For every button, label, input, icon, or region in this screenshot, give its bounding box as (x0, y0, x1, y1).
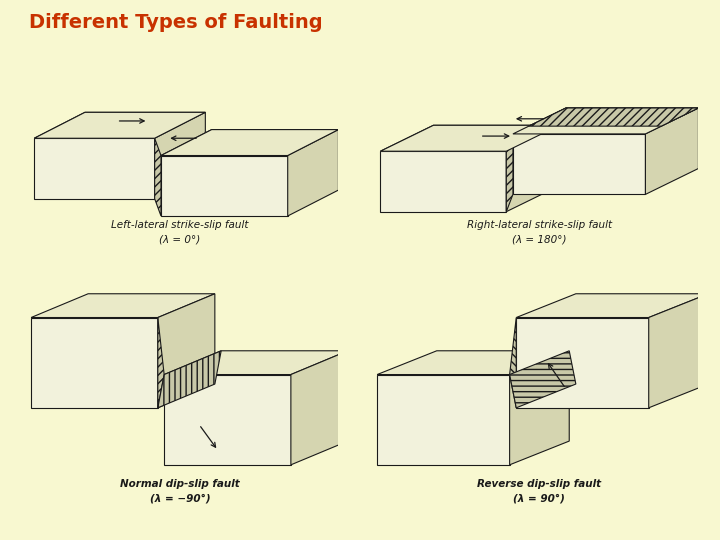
Polygon shape (377, 351, 570, 375)
Polygon shape (645, 108, 698, 194)
Polygon shape (158, 318, 164, 408)
Polygon shape (649, 294, 708, 408)
Polygon shape (380, 125, 559, 151)
Polygon shape (288, 130, 338, 216)
Polygon shape (31, 318, 158, 408)
Polygon shape (161, 156, 288, 216)
Polygon shape (380, 151, 506, 212)
Polygon shape (506, 134, 513, 212)
Polygon shape (516, 318, 649, 408)
Text: (λ = −90°): (λ = −90°) (150, 493, 210, 503)
Text: (λ = 0°): (λ = 0°) (159, 235, 201, 245)
Polygon shape (513, 108, 698, 134)
Polygon shape (35, 112, 205, 138)
Polygon shape (164, 351, 348, 375)
Text: (λ = 90°): (λ = 90°) (513, 493, 565, 503)
Text: Different Types of Faulting: Different Types of Faulting (29, 14, 323, 32)
Text: Left-lateral strike-slip fault: Left-lateral strike-slip fault (112, 220, 248, 229)
Text: Normal dip-slip fault: Normal dip-slip fault (120, 479, 240, 489)
Polygon shape (377, 375, 510, 465)
Polygon shape (35, 112, 205, 138)
Text: (λ = 180°): (λ = 180°) (512, 235, 567, 245)
Polygon shape (506, 125, 559, 212)
Polygon shape (510, 351, 576, 408)
Polygon shape (164, 375, 291, 465)
Polygon shape (155, 112, 205, 199)
Polygon shape (35, 138, 155, 199)
Polygon shape (380, 125, 559, 151)
Polygon shape (516, 294, 708, 318)
Text: Reverse dip-slip fault: Reverse dip-slip fault (477, 479, 601, 489)
Polygon shape (291, 351, 348, 465)
Polygon shape (155, 138, 161, 216)
Polygon shape (513, 108, 698, 134)
Polygon shape (510, 318, 516, 408)
Text: Right-lateral strike-slip fault: Right-lateral strike-slip fault (467, 220, 612, 229)
Polygon shape (510, 351, 570, 465)
Polygon shape (158, 351, 221, 408)
Polygon shape (161, 130, 338, 156)
Polygon shape (31, 294, 215, 318)
Polygon shape (158, 294, 215, 408)
Polygon shape (513, 134, 645, 194)
Polygon shape (528, 108, 698, 126)
Polygon shape (161, 130, 338, 156)
